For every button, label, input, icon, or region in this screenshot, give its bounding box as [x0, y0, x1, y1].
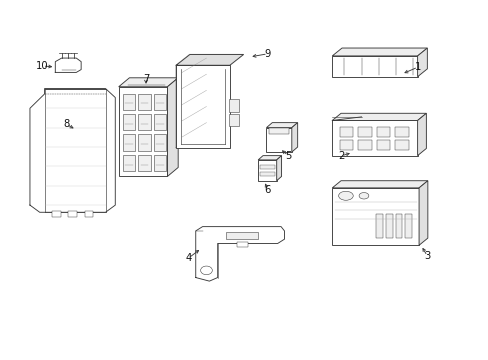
Bar [376, 127, 389, 136]
Bar [237, 242, 247, 247]
Polygon shape [276, 156, 281, 181]
Polygon shape [176, 54, 189, 148]
Bar [138, 114, 151, 130]
Polygon shape [258, 156, 281, 160]
Polygon shape [331, 181, 427, 188]
Bar [138, 134, 151, 150]
Bar [375, 214, 382, 238]
Bar [122, 94, 135, 110]
Polygon shape [291, 123, 297, 152]
Bar [228, 99, 238, 112]
Bar [339, 127, 352, 136]
Polygon shape [195, 226, 284, 281]
Bar [122, 134, 135, 150]
Bar [119, 87, 167, 176]
Text: 4: 4 [185, 253, 191, 263]
Ellipse shape [338, 191, 352, 200]
Bar [154, 155, 166, 171]
Bar [405, 214, 411, 238]
Bar [225, 232, 257, 239]
Bar [357, 127, 371, 136]
Bar [138, 155, 151, 171]
Text: 7: 7 [142, 74, 149, 84]
Text: 9: 9 [264, 49, 270, 59]
Polygon shape [331, 48, 427, 56]
Polygon shape [55, 58, 81, 72]
Text: 3: 3 [424, 251, 429, 261]
Bar [331, 188, 418, 245]
Text: 10: 10 [36, 61, 49, 71]
Polygon shape [417, 48, 427, 77]
Bar [260, 165, 274, 169]
Polygon shape [167, 78, 178, 176]
Text: 2: 2 [337, 151, 344, 161]
Polygon shape [331, 113, 426, 121]
Bar [394, 140, 408, 150]
Bar [376, 140, 389, 150]
Bar [385, 214, 392, 238]
Bar [357, 140, 371, 150]
Bar [228, 114, 238, 126]
Bar [52, 211, 61, 217]
Bar [395, 214, 402, 238]
Bar [331, 56, 417, 77]
Bar [339, 140, 352, 150]
Bar [154, 114, 166, 130]
Bar [154, 134, 166, 150]
Bar [176, 65, 229, 148]
Bar [258, 160, 276, 181]
Text: 1: 1 [414, 62, 421, 72]
Polygon shape [418, 181, 427, 245]
Polygon shape [176, 54, 243, 65]
Bar [154, 94, 166, 110]
Bar [68, 211, 77, 217]
Bar [331, 121, 417, 156]
Ellipse shape [358, 193, 368, 199]
Polygon shape [119, 78, 178, 87]
Bar [260, 172, 274, 176]
Text: 8: 8 [63, 120, 69, 129]
Bar [394, 127, 408, 136]
Circle shape [200, 266, 212, 275]
Polygon shape [417, 113, 426, 156]
Text: 5: 5 [285, 150, 291, 161]
Bar [266, 128, 291, 152]
Bar [84, 211, 93, 217]
Bar [122, 114, 135, 130]
Polygon shape [30, 89, 115, 212]
Bar [268, 128, 289, 134]
Text: 6: 6 [264, 185, 270, 195]
Polygon shape [266, 123, 297, 128]
Bar [138, 94, 151, 110]
Bar [122, 155, 135, 171]
